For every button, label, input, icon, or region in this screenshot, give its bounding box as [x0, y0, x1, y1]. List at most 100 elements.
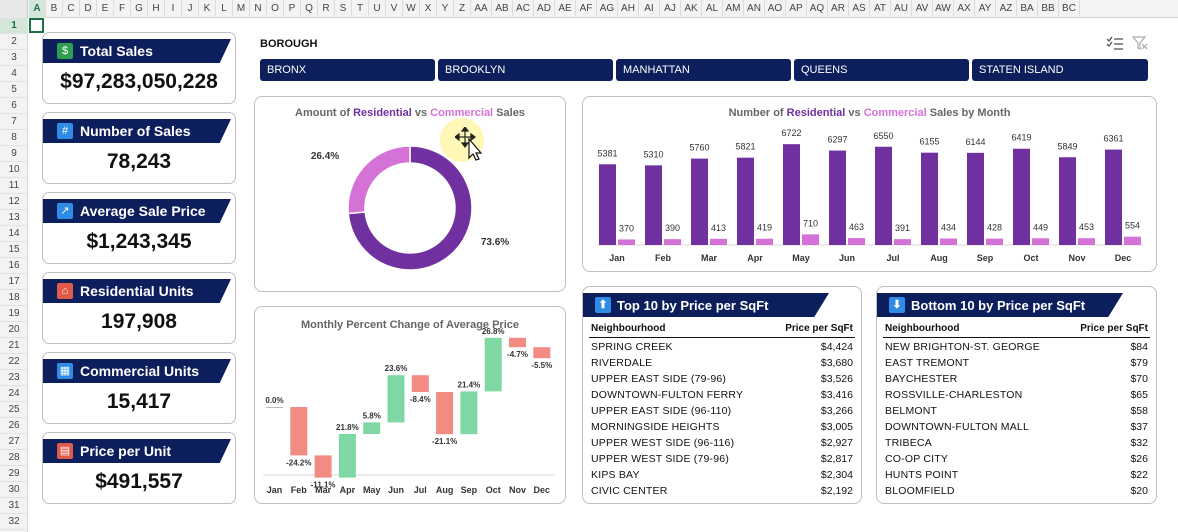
row-header-4[interactable]: 4 — [0, 66, 28, 82]
monthly-chart-panel[interactable]: Number of Residential vs Commercial Sale… — [582, 96, 1157, 272]
row-header-16[interactable]: 16 — [0, 258, 28, 274]
waterfall-bar-nov[interactable] — [509, 337, 526, 348]
column-header-t[interactable]: T — [352, 0, 369, 18]
column-header-b[interactable]: B — [46, 0, 63, 18]
column-header-g[interactable]: G — [131, 0, 148, 18]
bar-commercial-jan[interactable] — [618, 239, 635, 245]
multi-select-icon[interactable] — [1106, 36, 1124, 50]
bar-residential-jan[interactable] — [599, 164, 616, 245]
waterfall-chart[interactable]: 0.0% Jan -24.2% Feb -11.1%Mar 21.8% Apr 5.8% May… — [255, 307, 565, 503]
column-header-u[interactable]: U — [369, 0, 386, 18]
row-header-14[interactable]: 14 — [0, 226, 28, 242]
donut-chart[interactable]: 73.6% 26.4% — [255, 97, 565, 291]
bar-residential-dec[interactable] — [1105, 149, 1122, 245]
column-header-ah[interactable]: AH — [618, 0, 639, 18]
column-header-av[interactable]: AV — [912, 0, 933, 18]
select-all-corner[interactable] — [0, 0, 28, 18]
column-header-ab[interactable]: AB — [492, 0, 513, 18]
bar-commercial-apr[interactable] — [756, 238, 773, 245]
bar-residential-feb[interactable] — [645, 165, 662, 245]
column-header-j[interactable]: J — [182, 0, 199, 18]
bar-commercial-sep[interactable] — [986, 238, 1003, 245]
row-header-23[interactable]: 23 — [0, 370, 28, 386]
row-header-19[interactable]: 19 — [0, 306, 28, 322]
column-header-ai[interactable]: AI — [639, 0, 660, 18]
column-header-q[interactable]: Q — [301, 0, 318, 18]
row-header-30[interactable]: 30 — [0, 482, 28, 498]
row-header-3[interactable]: 3 — [0, 50, 28, 66]
column-header-i[interactable]: I — [165, 0, 182, 18]
waterfall-bar-may[interactable] — [363, 422, 381, 434]
bar-residential-sep[interactable] — [967, 152, 984, 245]
bar-commercial-mar[interactable] — [710, 238, 727, 245]
column-header-m[interactable]: M — [233, 0, 250, 18]
column-header-ao[interactable]: AO — [765, 0, 786, 18]
row-header-1[interactable]: 1 — [0, 18, 28, 34]
waterfall-bar-oct[interactable] — [484, 337, 502, 392]
bar-residential-oct[interactable] — [1013, 148, 1030, 245]
row-header-18[interactable]: 18 — [0, 290, 28, 306]
column-header-e[interactable]: E — [97, 0, 114, 18]
slicer-item-brooklyn[interactable]: BROOKLYN — [438, 59, 613, 81]
slicer-item-bronx[interactable]: BRONX — [260, 59, 435, 81]
column-header-v[interactable]: V — [386, 0, 403, 18]
row-header-24[interactable]: 24 — [0, 386, 28, 402]
column-header-y[interactable]: Y — [437, 0, 454, 18]
bar-residential-apr[interactable] — [737, 157, 754, 245]
column-header-am[interactable]: AM — [723, 0, 744, 18]
row-header-9[interactable]: 9 — [0, 146, 28, 162]
row-header-31[interactable]: 31 — [0, 498, 28, 514]
column-header-z[interactable]: Z — [454, 0, 471, 18]
bar-commercial-jun[interactable] — [848, 238, 865, 245]
bar-residential-may[interactable] — [783, 144, 800, 245]
column-header-s[interactable]: S — [335, 0, 352, 18]
bar-commercial-oct[interactable] — [1032, 238, 1049, 245]
row-header-17[interactable]: 17 — [0, 274, 28, 290]
waterfall-bar-jun[interactable] — [387, 375, 405, 423]
row-header-28[interactable]: 28 — [0, 450, 28, 466]
column-header-h[interactable]: H — [148, 0, 165, 18]
column-header-aw[interactable]: AW — [933, 0, 954, 18]
slicer-item-staten-island[interactable]: STATEN ISLAND — [972, 59, 1148, 81]
column-header-an[interactable]: AN — [744, 0, 765, 18]
column-header-aa[interactable]: AA — [471, 0, 492, 18]
row-header-6[interactable]: 6 — [0, 98, 28, 114]
column-header-w[interactable]: W — [403, 0, 420, 18]
slicer-item-queens[interactable]: QUEENS — [794, 59, 969, 81]
row-header-22[interactable]: 22 — [0, 354, 28, 370]
donut-chart-panel[interactable]: Amount of Residential vs Commercial Sale… — [254, 96, 566, 292]
column-header-at[interactable]: AT — [870, 0, 891, 18]
column-header-bc[interactable]: BC — [1059, 0, 1080, 18]
column-header-af[interactable]: AF — [576, 0, 597, 18]
column-header-x[interactable]: X — [420, 0, 437, 18]
column-header-ag[interactable]: AG — [597, 0, 618, 18]
donut-slice-commercial[interactable] — [347, 145, 411, 215]
column-header-bb[interactable]: BB — [1038, 0, 1059, 18]
waterfall-bar-dec[interactable] — [533, 347, 551, 359]
bar-residential-aug[interactable] — [921, 152, 938, 245]
column-header-o[interactable]: O — [267, 0, 284, 18]
slicer-item-manhattan[interactable]: MANHATTAN — [616, 59, 791, 81]
bar-commercial-dec[interactable] — [1124, 236, 1141, 245]
row-header-21[interactable]: 21 — [0, 338, 28, 354]
column-header-ae[interactable]: AE — [555, 0, 576, 18]
waterfall-bar-mar[interactable] — [314, 455, 332, 478]
column-header-c[interactable]: C — [63, 0, 80, 18]
column-header-as[interactable]: AS — [849, 0, 870, 18]
column-header-ar[interactable]: AR — [828, 0, 849, 18]
row-header-26[interactable]: 26 — [0, 418, 28, 434]
row-header-32[interactable]: 32 — [0, 514, 28, 530]
row-header-10[interactable]: 10 — [0, 162, 28, 178]
bar-residential-nov[interactable] — [1059, 157, 1076, 245]
column-header-f[interactable]: F — [114, 0, 131, 18]
row-header-25[interactable]: 25 — [0, 402, 28, 418]
bar-residential-jul[interactable] — [875, 146, 892, 245]
bar-commercial-aug[interactable] — [940, 238, 957, 245]
bar-residential-jun[interactable] — [829, 150, 846, 245]
column-header-ap[interactable]: AP — [786, 0, 807, 18]
column-header-k[interactable]: K — [199, 0, 216, 18]
waterfall-bar-aug[interactable] — [436, 392, 454, 435]
row-header-27[interactable]: 27 — [0, 434, 28, 450]
column-header-l[interactable]: L — [216, 0, 233, 18]
row-header-29[interactable]: 29 — [0, 466, 28, 482]
